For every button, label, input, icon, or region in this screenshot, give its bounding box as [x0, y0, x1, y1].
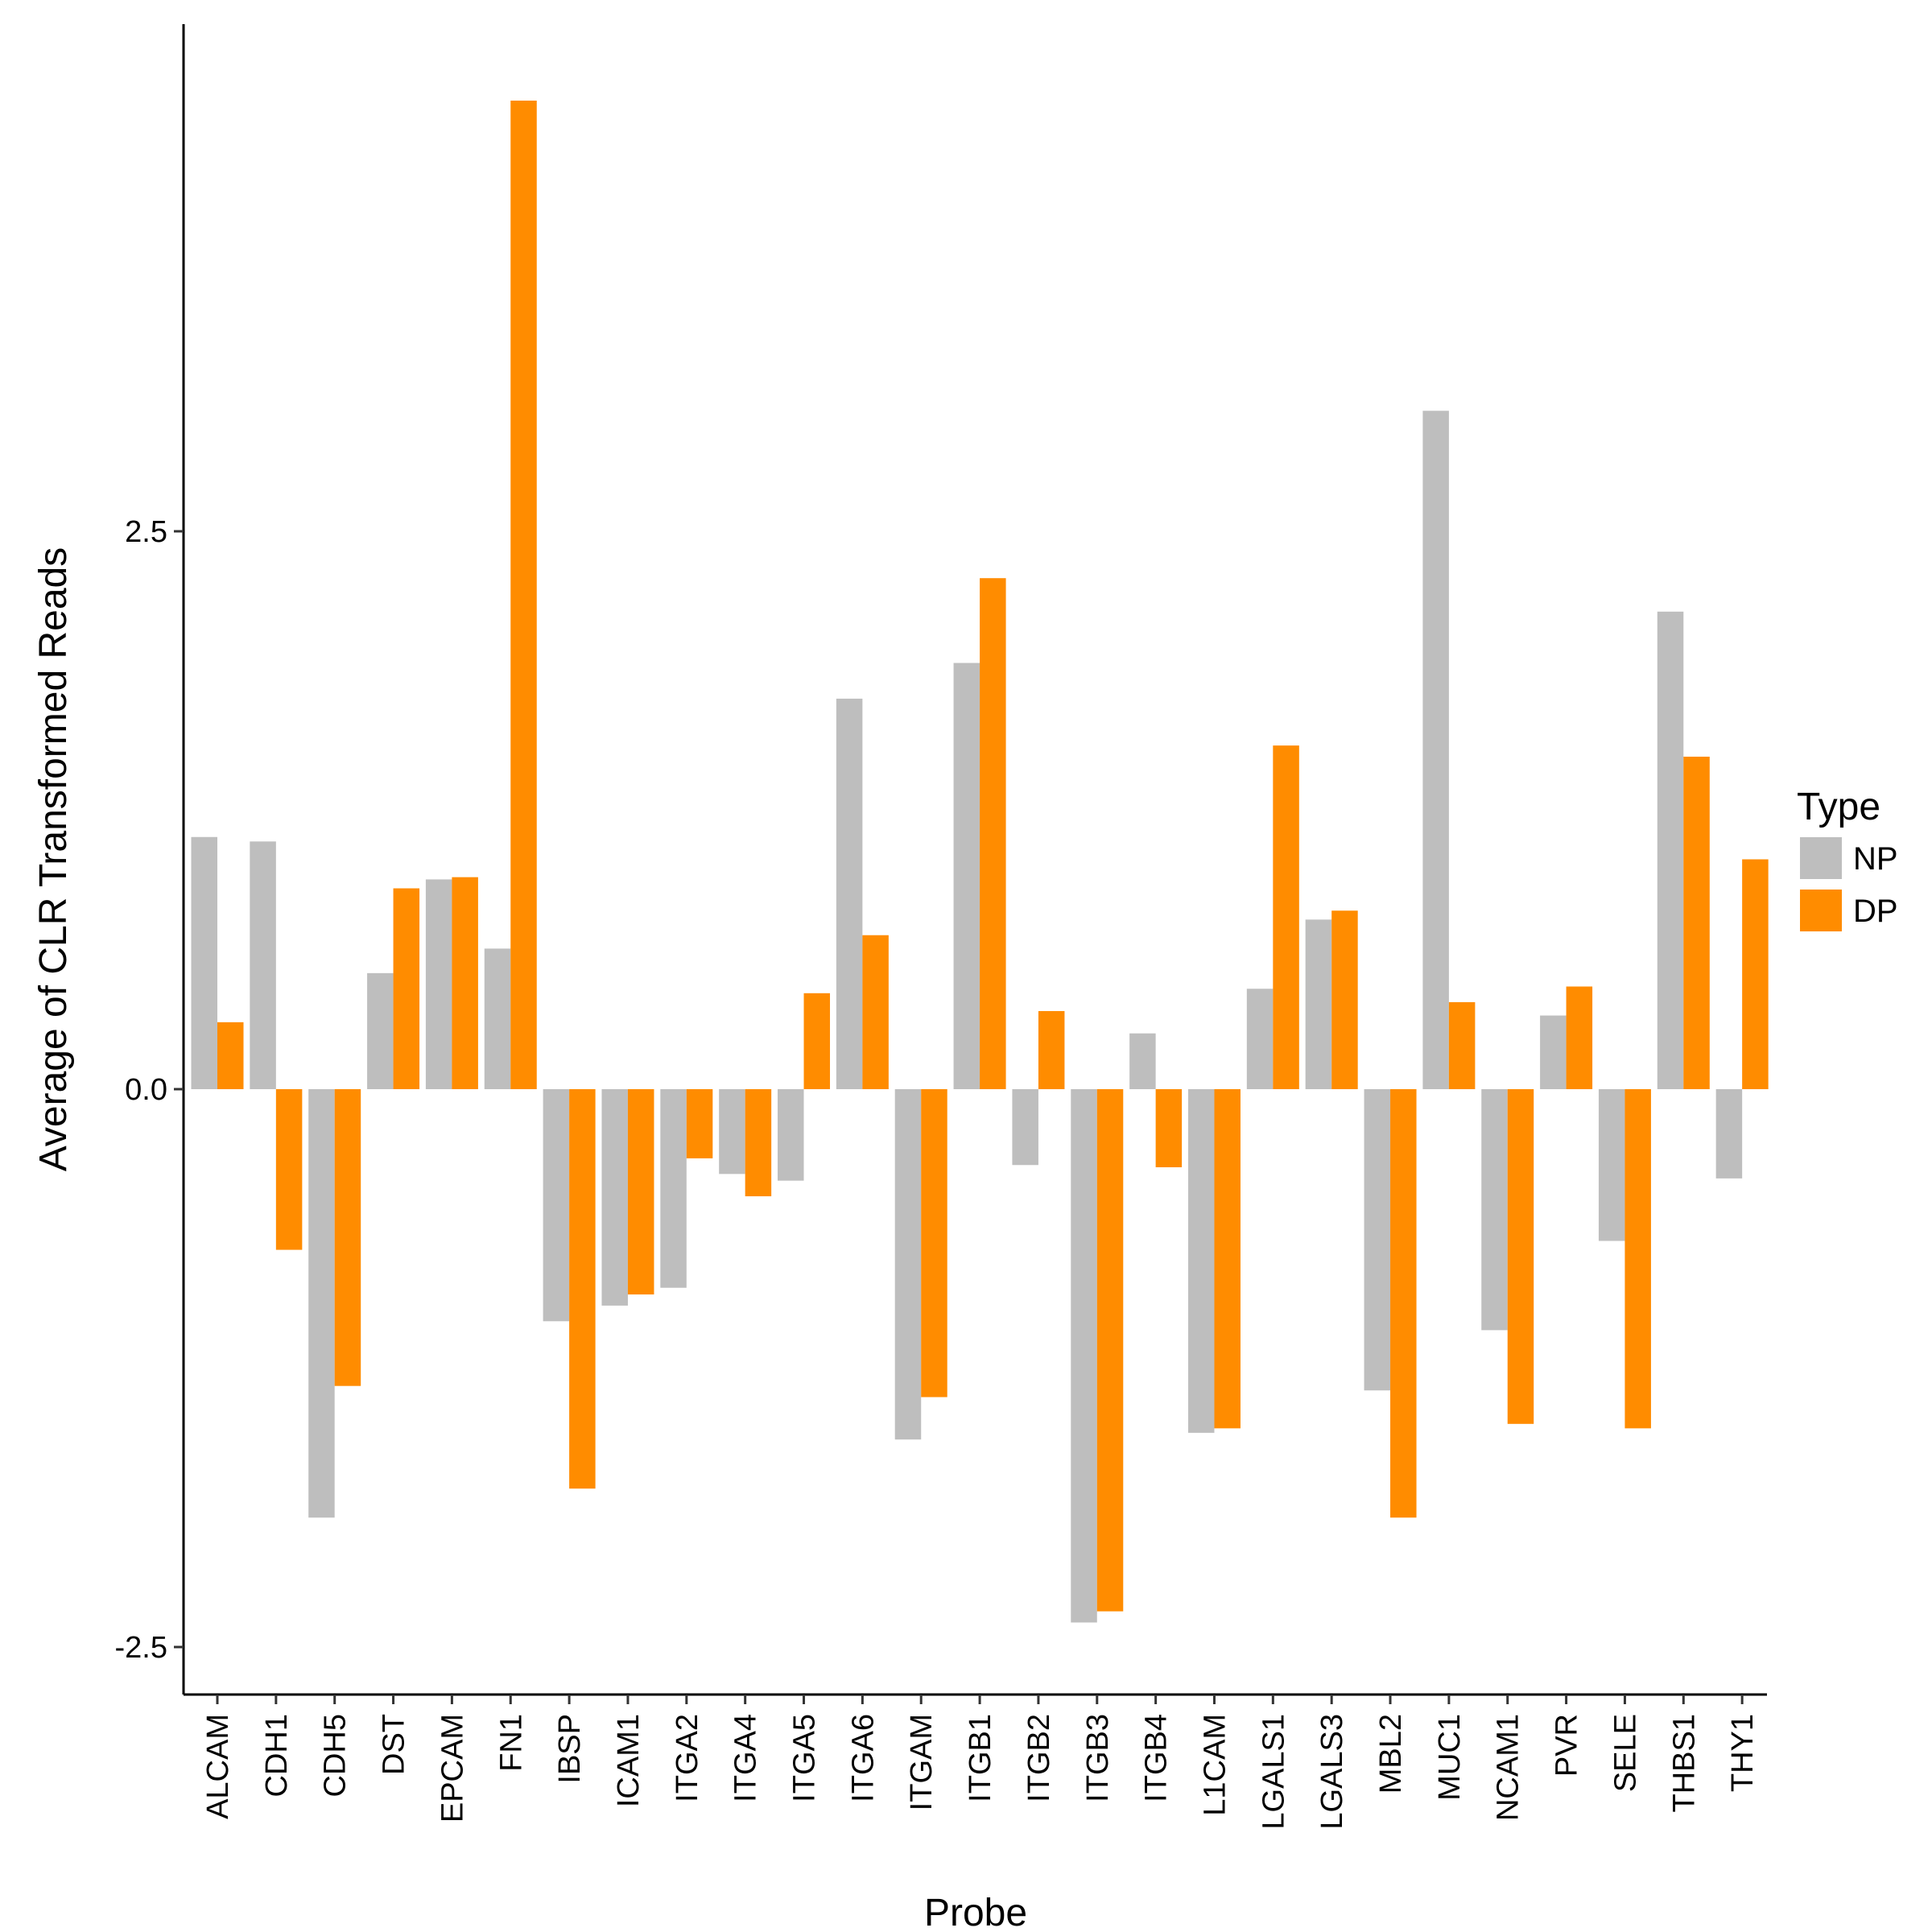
bar-dp-lgals1 — [1273, 745, 1299, 1089]
bar-np-cdh1 — [250, 841, 276, 1089]
legend-key-dp — [1800, 890, 1842, 931]
bar-np-itga5 — [778, 1089, 804, 1181]
bar-np-cdh5 — [308, 1089, 335, 1518]
bar-np-ncam1 — [1481, 1089, 1508, 1331]
x-tick-label-thbs1: THBS1 — [1667, 1714, 1701, 1812]
bar-np-alcam — [191, 836, 217, 1089]
bar-np-pvr — [1540, 1015, 1567, 1089]
bar-np-itga4 — [719, 1089, 745, 1174]
x-tick-label-dst: DST — [378, 1714, 411, 1775]
bar-dp-itgb3 — [1096, 1089, 1124, 1612]
bar-np-itgb4 — [1129, 1033, 1156, 1089]
bar-dp-muc1 — [1448, 1001, 1476, 1089]
bar-np-thy1 — [1715, 1089, 1743, 1179]
bar-dp-thbs1 — [1683, 756, 1710, 1089]
x-tick-label-l1cam: L1CAM — [1198, 1714, 1232, 1816]
bar-dp-epcam — [452, 877, 478, 1089]
bar-np-dst — [367, 972, 394, 1089]
bar-np-itgb2 — [1012, 1089, 1038, 1166]
x-tick-label-cdh1: CDH1 — [260, 1714, 294, 1797]
bar-np-itgb3 — [1071, 1089, 1097, 1623]
bar-dp-itga2 — [686, 1089, 713, 1158]
x-tick-label-itgb3: ITGB3 — [1081, 1714, 1115, 1802]
x-tick-label-itga5: ITGA5 — [788, 1714, 822, 1802]
bar-dp-itgb1 — [980, 578, 1006, 1089]
legend-title: Type — [1797, 786, 1880, 828]
x-tick-label-itgb1: ITGB1 — [964, 1714, 997, 1802]
legend-label-np: NP — [1853, 841, 1898, 877]
bar-np-fn1 — [484, 948, 511, 1089]
x-tick-label-epcam: EPCAM — [436, 1714, 469, 1823]
bar-dp-lgals3 — [1331, 910, 1358, 1089]
bar-dp-sele — [1624, 1089, 1651, 1429]
x-tick-label-icam1: ICAM1 — [612, 1714, 646, 1807]
x-tick-label-thy1: THY1 — [1726, 1714, 1760, 1792]
x-tick-label-pvr: PVR — [1550, 1714, 1584, 1777]
x-tick-label-alcam: ALCAM — [201, 1714, 235, 1819]
bar-np-mbl2 — [1364, 1089, 1391, 1391]
bar-dp-dst — [393, 888, 420, 1089]
bar-dp-ibsp — [569, 1089, 596, 1489]
x-tick-label-ncam1: NCAM1 — [1492, 1714, 1525, 1821]
x-tick-label-cdh5: CDH5 — [319, 1714, 353, 1797]
bar-np-ibsp — [543, 1089, 570, 1322]
legend-key-np — [1800, 837, 1842, 879]
bar-dp-cdh1 — [275, 1089, 303, 1250]
x-tick-label-itga2: ITGA2 — [671, 1714, 704, 1802]
bar-np-lgals1 — [1246, 989, 1274, 1089]
x-tick-label-itgb2: ITGB2 — [1022, 1714, 1056, 1802]
bar-dp-itga5 — [803, 993, 831, 1089]
x-axis-title: Probe — [924, 1892, 1027, 1932]
bar-dp-mbl2 — [1390, 1089, 1417, 1518]
bar-dp-ncam1 — [1507, 1089, 1534, 1424]
x-tick-label-fn1: FN1 — [494, 1714, 528, 1772]
x-tick-label-itgam: ITGAM — [905, 1714, 939, 1810]
bar-dp-icam1 — [627, 1089, 654, 1295]
x-tick-label-ibsp: IBSP — [553, 1714, 587, 1784]
bar-dp-cdh5 — [334, 1089, 361, 1386]
bar-dp-pvr — [1566, 986, 1593, 1089]
bar-np-epcam — [425, 879, 452, 1089]
bar-np-muc1 — [1422, 411, 1449, 1089]
y-axis-title: Average of CLR Transformed Reads — [32, 547, 75, 1172]
bar-np-itgam — [894, 1089, 922, 1440]
x-tick-label-mbl2: MBL2 — [1374, 1714, 1408, 1794]
axes-layer: -2.5 0.0 2.5 ALCAM CDH1 CDH5 DST EPCAM FN1 IBSP IC… — [115, 24, 1767, 1830]
bar-dp-itgb2 — [1038, 1010, 1065, 1089]
bar-np-thbs1 — [1657, 611, 1684, 1089]
bar-np-l1cam — [1187, 1089, 1215, 1433]
x-tick-label-lgals3: LGALS3 — [1315, 1714, 1349, 1830]
x-tick-label-itga4: ITGA4 — [729, 1714, 763, 1802]
bar-dp-itgam — [921, 1089, 947, 1397]
y-tick-label: 2.5 — [125, 515, 167, 549]
bar-dp-fn1 — [510, 101, 537, 1089]
bar-np-sele — [1598, 1089, 1625, 1241]
bar-np-icam1 — [601, 1089, 628, 1306]
x-tick-label-itga6: ITGA6 — [846, 1714, 880, 1802]
x-tick-label-lgals1: LGALS1 — [1257, 1714, 1290, 1830]
bar-np-itgb1 — [953, 663, 980, 1089]
x-tick-label-sele: SELE — [1608, 1714, 1642, 1792]
y-tick-label: 0.0 — [125, 1073, 167, 1107]
y-tick-label: -2.5 — [115, 1631, 167, 1665]
x-tick-label-itgb4: ITGB4 — [1140, 1714, 1174, 1802]
bar-dp-itgb4 — [1155, 1089, 1183, 1168]
bar-dp-l1cam — [1214, 1089, 1241, 1429]
bar-dp-alcam — [217, 1022, 244, 1089]
legend: Type NP DP — [1797, 786, 1898, 931]
bar-dp-thy1 — [1742, 859, 1769, 1089]
bar-dp-itga4 — [745, 1089, 772, 1197]
legend-label-dp: DP — [1853, 894, 1898, 929]
bar-np-lgals3 — [1305, 919, 1332, 1089]
bar-dp-itga6 — [862, 935, 889, 1089]
x-tick-label-muc1: MUC1 — [1433, 1714, 1467, 1801]
bars-layer — [191, 101, 1769, 1623]
bar-np-itga2 — [660, 1089, 687, 1288]
bar-np-itga6 — [836, 698, 863, 1089]
